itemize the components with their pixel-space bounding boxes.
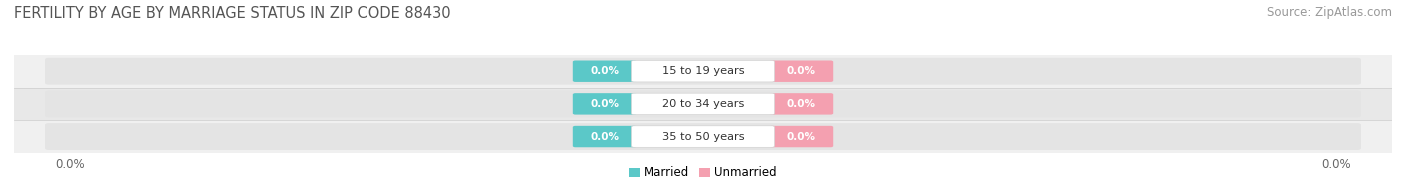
Text: 0.0%: 0.0% bbox=[55, 158, 84, 171]
FancyBboxPatch shape bbox=[769, 61, 834, 82]
FancyBboxPatch shape bbox=[769, 93, 834, 115]
Text: FERTILITY BY AGE BY MARRIAGE STATUS IN ZIP CODE 88430: FERTILITY BY AGE BY MARRIAGE STATUS IN Z… bbox=[14, 6, 451, 21]
Text: 0.0%: 0.0% bbox=[787, 132, 815, 142]
FancyBboxPatch shape bbox=[631, 126, 775, 147]
FancyBboxPatch shape bbox=[572, 93, 637, 115]
FancyBboxPatch shape bbox=[631, 93, 775, 115]
Bar bbox=[14, 88, 1392, 120]
FancyBboxPatch shape bbox=[45, 58, 1361, 85]
Text: 0.0%: 0.0% bbox=[1322, 158, 1351, 171]
Text: Source: ZipAtlas.com: Source: ZipAtlas.com bbox=[1267, 6, 1392, 19]
FancyBboxPatch shape bbox=[45, 123, 1361, 150]
Text: 0.0%: 0.0% bbox=[787, 66, 815, 76]
Text: 0.0%: 0.0% bbox=[787, 99, 815, 109]
Text: 0.0%: 0.0% bbox=[591, 66, 619, 76]
Text: 0.0%: 0.0% bbox=[591, 132, 619, 142]
Text: 35 to 50 years: 35 to 50 years bbox=[662, 132, 744, 142]
Bar bbox=[14, 120, 1392, 153]
FancyBboxPatch shape bbox=[572, 61, 637, 82]
Bar bbox=[14, 55, 1392, 88]
Text: 0.0%: 0.0% bbox=[591, 99, 619, 109]
FancyBboxPatch shape bbox=[769, 126, 834, 147]
Text: 15 to 19 years: 15 to 19 years bbox=[662, 66, 744, 76]
FancyBboxPatch shape bbox=[631, 61, 775, 82]
Text: 20 to 34 years: 20 to 34 years bbox=[662, 99, 744, 109]
FancyBboxPatch shape bbox=[45, 91, 1361, 117]
FancyBboxPatch shape bbox=[572, 126, 637, 147]
Legend: Married, Unmarried: Married, Unmarried bbox=[624, 162, 782, 184]
